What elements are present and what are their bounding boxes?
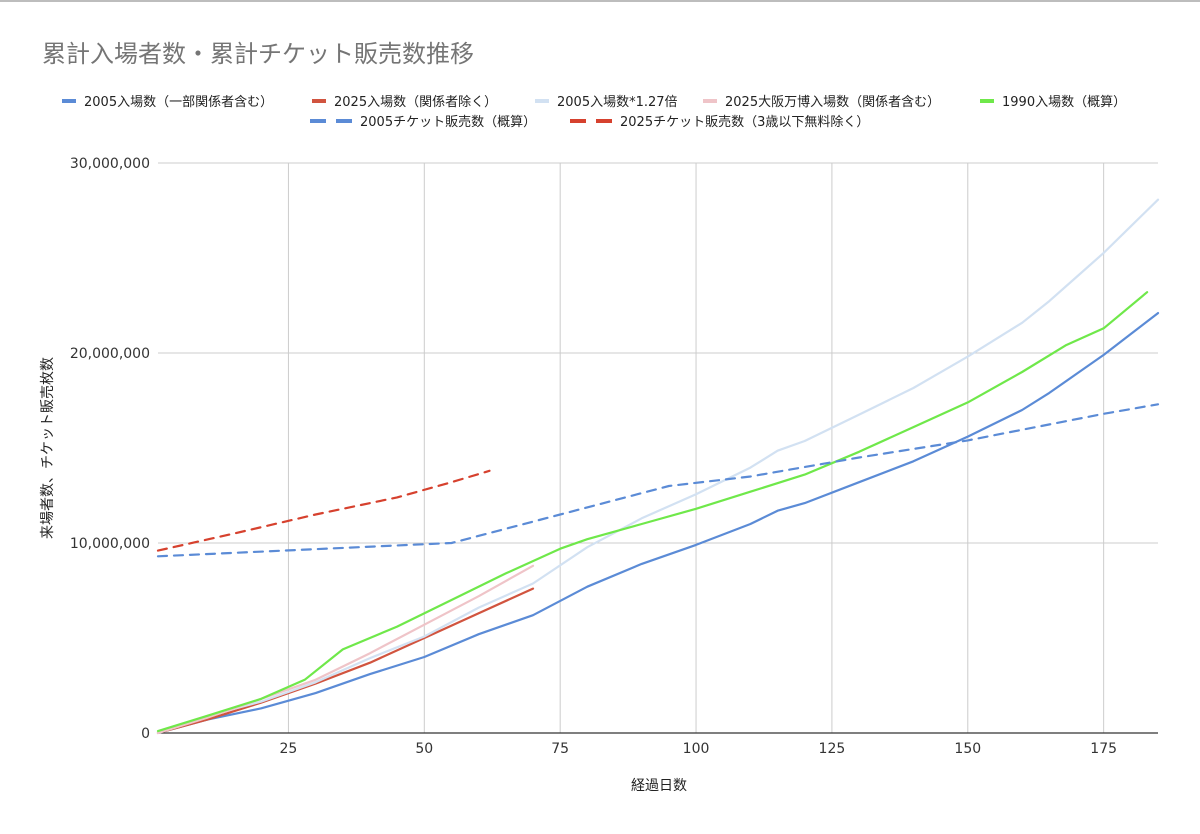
x-tick-label: 125 <box>819 741 846 757</box>
x-tick-label: 25 <box>280 741 298 757</box>
y-tick-label: 10,000,000 <box>70 536 150 552</box>
legend-label: 2025大阪万博入場数（関係者含む） <box>725 94 940 110</box>
legend-label: 2005チケット販売数（概算） <box>360 114 536 130</box>
x-tick-label: 75 <box>551 741 569 757</box>
legend-label: 2025入場数（関係者除く） <box>334 95 497 110</box>
series-line-2 <box>156 587 535 735</box>
series-line-1 <box>156 312 1160 735</box>
series-line-3 <box>156 198 1160 735</box>
y-tick-labels: 0 10,000,000 20,000,000 30,000,000 <box>70 156 150 742</box>
series-line-5 <box>156 291 1149 733</box>
legend-label: 2025チケット販売数（3歳以下無料除く） <box>620 114 869 130</box>
series-line-6 <box>156 403 1160 558</box>
series-line-4 <box>156 564 535 735</box>
chart-title: 累計入場者数・累計チケット販売数推移 <box>42 40 474 68</box>
y-tick-label: 20,000,000 <box>70 346 150 362</box>
legend: 2005入場数（一部関係者含む） 2025入場数（関係者除く） 2005入場数*1.… <box>62 94 1126 130</box>
x-tick-label: 100 <box>683 741 710 757</box>
legend-label: 1990入場数（概算） <box>1002 95 1126 110</box>
grid-lines <box>158 162 1158 734</box>
x-tick-label: 150 <box>954 741 981 757</box>
series-line-7 <box>156 469 491 552</box>
x-axis-label: 経過日数 <box>631 778 687 794</box>
legend-label: 2005入場数*1.27倍 <box>557 95 678 110</box>
x-tick-labels: 25 50 75 100 125 150 175 <box>280 741 1117 757</box>
top-border <box>0 0 1200 2</box>
legend-label: 2005入場数（一部関係者含む） <box>84 94 273 110</box>
x-tick-label: 175 <box>1090 741 1117 757</box>
y-axis-label: 来場者数、チケット販売枚数 <box>40 357 56 539</box>
y-tick-label: 30,000,000 <box>70 156 150 172</box>
series-lines <box>156 198 1160 735</box>
y-tick-label: 0 <box>141 726 150 742</box>
x-tick-label: 50 <box>415 741 433 757</box>
